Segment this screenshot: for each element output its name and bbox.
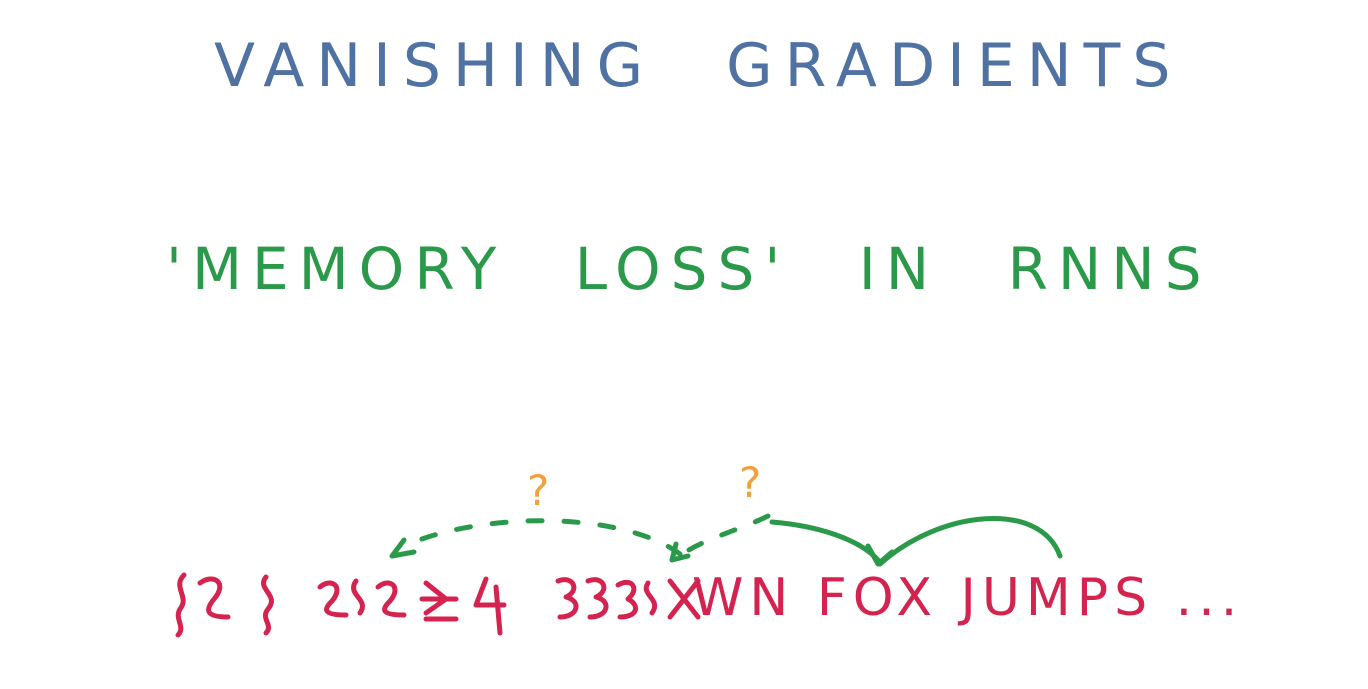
slide-subtitle: 'MEMORY LOSS' IN RNNS [166,235,1212,303]
scribbled-words [175,572,701,638]
question-mark-1: ? [527,466,550,515]
slide-title: VANISHING GRADIENTS [214,31,1183,101]
question-mark-2: ? [739,458,762,507]
dashed-arrow-long [401,518,683,557]
sentence-visible-text: WN FOX JUMPS ... [692,568,1244,628]
dashed-arrow-short-head [669,541,691,563]
solid-arrow [877,516,1063,567]
example-sentence: WN FOX JUMPS ... [692,572,1243,624]
solid-arrow-head [865,543,895,567]
solid-arrow-tail [769,519,881,563]
dashed-arrow-short [677,513,771,559]
dashed-arrow-long-head [389,537,417,559]
